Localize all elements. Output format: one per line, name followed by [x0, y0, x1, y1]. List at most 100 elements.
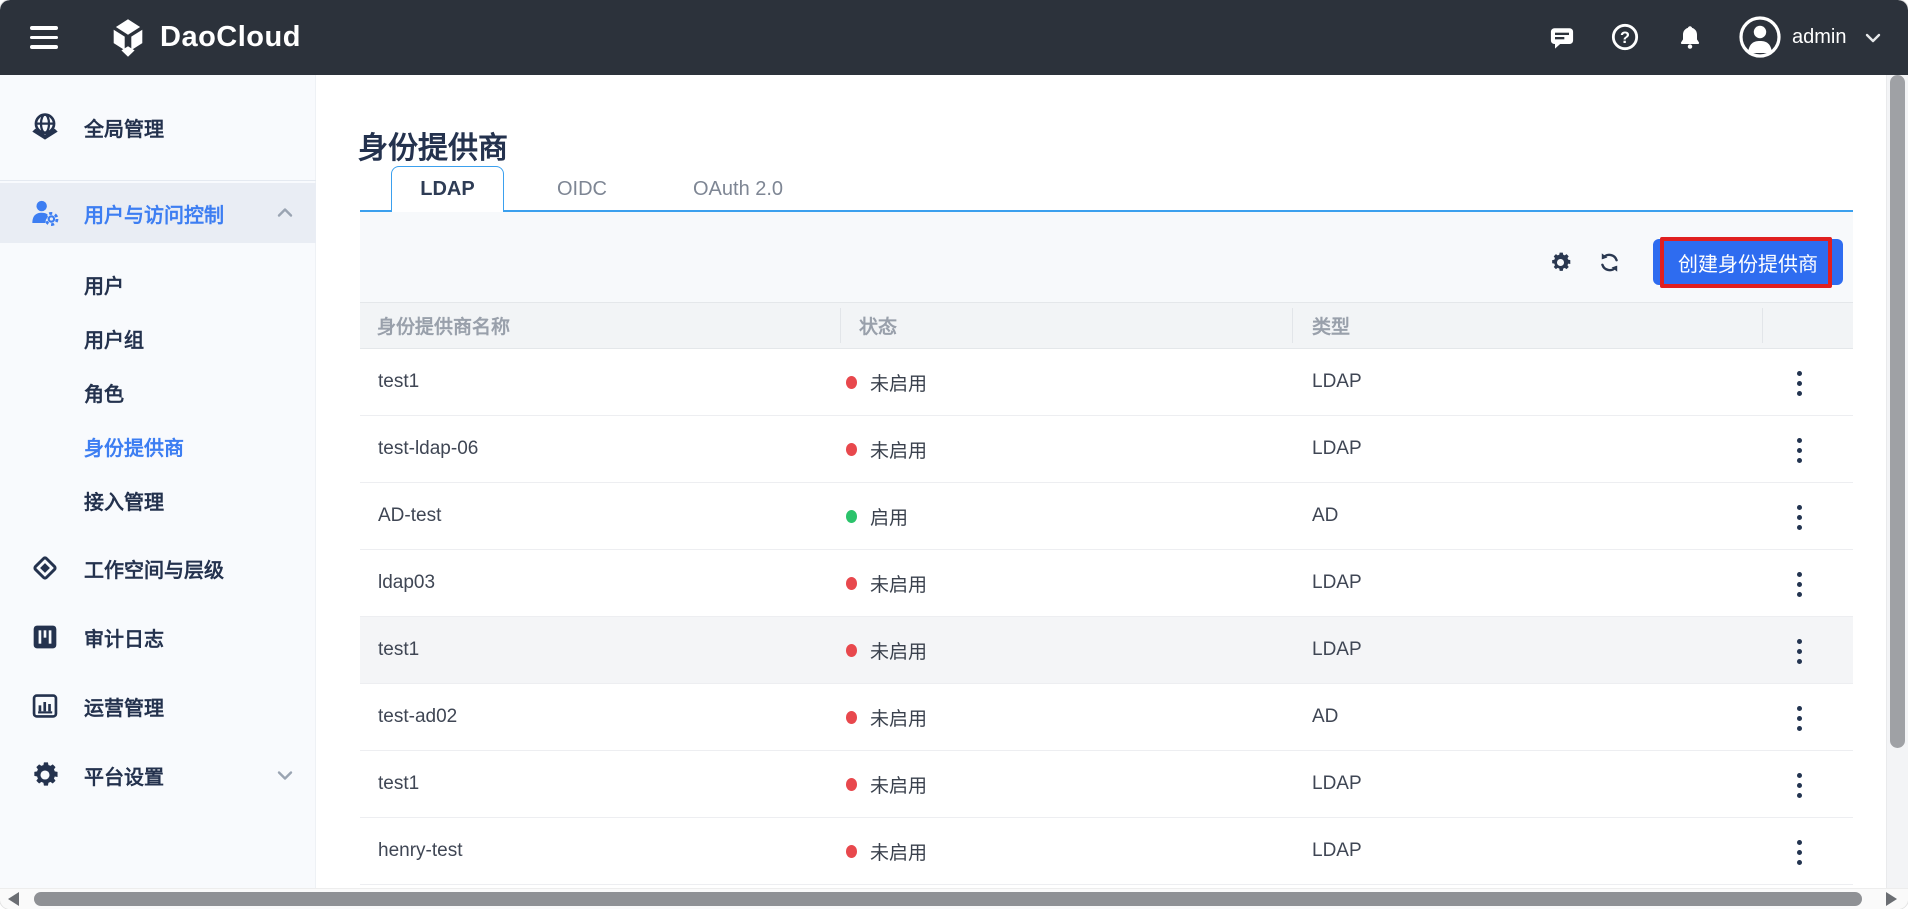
status-dot	[846, 710, 857, 724]
tab-ldap[interactable]: LDAP	[391, 166, 504, 212]
feedback-icon[interactable]	[1548, 23, 1576, 51]
tab-oauth2[interactable]: OAuth 2.0	[693, 166, 783, 212]
column-header-status: 状态	[859, 317, 898, 338]
table-row[interactable]: ldap03 未启用 LDAP	[360, 550, 1853, 617]
row-actions-kebab-icon[interactable]	[1781, 430, 1817, 470]
cell-type: LDAP	[1312, 572, 1362, 593]
content-panel: 创建身份提供商 身份提供商名称 状态 类型 test1 未启用 LDAP tes…	[360, 212, 1853, 885]
menu-toggle-icon[interactable]	[30, 26, 58, 49]
table-body: test1 未启用 LDAP test-ldap-06 未启用 LDAP AD-…	[360, 349, 1853, 885]
table-row[interactable]: test1 未启用 LDAP	[360, 617, 1853, 684]
topbar: DaoCloud ? admin	[0, 0, 1908, 75]
tab-label: LDAP	[420, 178, 475, 200]
sidebar-item-access-management[interactable]: 接入管理	[0, 473, 316, 527]
help-icon[interactable]: ?	[1611, 23, 1639, 51]
workspace-icon	[28, 551, 62, 585]
table-row[interactable]: test-ad02 未启用 AD	[360, 684, 1853, 751]
row-actions-kebab-icon[interactable]	[1781, 564, 1817, 604]
table-header: 身份提供商名称 状态 类型	[360, 302, 1853, 349]
column-header-name: 身份提供商名称	[377, 317, 511, 338]
cell-type: AD	[1312, 706, 1339, 727]
cell-name: test-ad02	[378, 706, 458, 727]
header-divider	[840, 308, 841, 343]
sidebar-item-roles[interactable]: 角色	[0, 365, 316, 419]
tab-label: OAuth 2.0	[693, 177, 784, 200]
audit-log-icon	[28, 620, 62, 654]
sidebar-item-label: 接入管理	[84, 491, 164, 514]
table-settings-gear-icon[interactable]	[1548, 250, 1573, 275]
status-dot	[846, 777, 857, 791]
sidebar-item-platform-settings[interactable]: 平台设置	[0, 741, 316, 809]
user-access-icon	[28, 196, 62, 230]
tabbar-underline	[360, 210, 1853, 212]
cell-name: henry-test	[378, 840, 463, 861]
sidebar-item-label: 运营管理	[84, 697, 164, 720]
header-divider	[1762, 308, 1763, 343]
status-label: 未启用	[870, 842, 928, 864]
page-title: 身份提供商	[358, 132, 508, 166]
vertical-scrollbar[interactable]	[1886, 75, 1908, 888]
cell-name: test1	[378, 639, 420, 660]
status-dot	[846, 844, 857, 858]
row-actions-kebab-icon[interactable]	[1781, 363, 1817, 403]
sidebar-item-users-access-control[interactable]: 用户与访问控制	[0, 183, 316, 243]
sidebar-item-label: 全局管理	[84, 118, 164, 141]
sidebar-item-label: 平台设置	[84, 766, 164, 789]
scroll-right-arrow-icon[interactable]	[1886, 892, 1897, 906]
status-dot	[846, 375, 857, 389]
table-row[interactable]: henry-test 未启用 LDAP	[360, 818, 1853, 885]
horizontal-scrollbar-thumb[interactable]	[34, 892, 1862, 906]
status-label: 未启用	[870, 775, 928, 797]
row-actions-kebab-icon[interactable]	[1781, 765, 1817, 805]
vertical-scrollbar-thumb[interactable]	[1890, 75, 1905, 748]
refresh-icon[interactable]	[1597, 250, 1622, 275]
cell-name: AD-test	[378, 505, 442, 526]
create-identity-provider-button[interactable]: 创建身份提供商	[1653, 239, 1843, 285]
horizontal-scrollbar[interactable]	[0, 888, 1908, 909]
cell-type: LDAP	[1312, 773, 1362, 794]
status-dot	[846, 576, 857, 590]
table-row[interactable]: test-ldap-06 未启用 LDAP	[360, 416, 1853, 483]
row-actions-kebab-icon[interactable]	[1781, 631, 1817, 671]
row-actions-kebab-icon[interactable]	[1781, 832, 1817, 872]
sidebar-item-label: 用户	[84, 275, 124, 298]
scroll-left-arrow-icon[interactable]	[8, 892, 19, 906]
status-label: 未启用	[870, 373, 928, 395]
daocloud-logo-icon	[113, 19, 143, 57]
row-actions-kebab-icon[interactable]	[1781, 497, 1817, 537]
cell-type: LDAP	[1312, 639, 1362, 660]
sidebar-item-user-groups[interactable]: 用户组	[0, 311, 316, 365]
sidebar-item-operations-management[interactable]: 运营管理	[0, 672, 316, 740]
table-row[interactable]: AD-test 启用 AD	[360, 483, 1853, 550]
sidebar-item-identity-providers[interactable]: 身份提供商	[0, 419, 316, 473]
avatar[interactable]	[1738, 15, 1782, 59]
cell-name: test-ldap-06	[378, 438, 479, 459]
table-row[interactable]: test1 未启用 LDAP	[360, 349, 1853, 416]
notifications-icon[interactable]	[1676, 23, 1704, 51]
status-label: 未启用	[870, 708, 928, 730]
column-header-type: 类型	[1312, 317, 1351, 338]
sidebar-item-global-management[interactable]: 全局管理	[0, 93, 316, 161]
row-actions-kebab-icon[interactable]	[1781, 698, 1817, 738]
tab-oidc[interactable]: OIDC	[557, 166, 607, 212]
cell-name: ldap03	[378, 572, 436, 593]
table-toolbar: 创建身份提供商	[360, 212, 1853, 302]
sidebar-item-users[interactable]: 用户	[0, 257, 316, 311]
user-menu-chevron-down-icon[interactable]	[1862, 27, 1884, 49]
cell-type: LDAP	[1312, 438, 1362, 459]
sidebar-item-audit-logs[interactable]: 审计日志	[0, 603, 316, 671]
cell-name: test1	[378, 773, 420, 794]
chevron-down-icon[interactable]	[273, 763, 297, 787]
svg-text:?: ?	[1620, 29, 1630, 47]
sidebar-item-label: 用户组	[84, 329, 144, 352]
status-dot	[846, 442, 857, 456]
username[interactable]: admin	[1792, 26, 1847, 48]
header-divider	[1292, 308, 1293, 343]
chevron-up-icon[interactable]	[273, 201, 297, 225]
cell-name: test1	[378, 371, 420, 392]
status-dot	[846, 643, 857, 657]
table-row[interactable]: test1 未启用 LDAP	[360, 751, 1853, 818]
sidebar-item-label: 用户与访问控制	[84, 204, 224, 227]
sidebar-item-workspace-hierarchy[interactable]: 工作空间与层级	[0, 534, 316, 602]
